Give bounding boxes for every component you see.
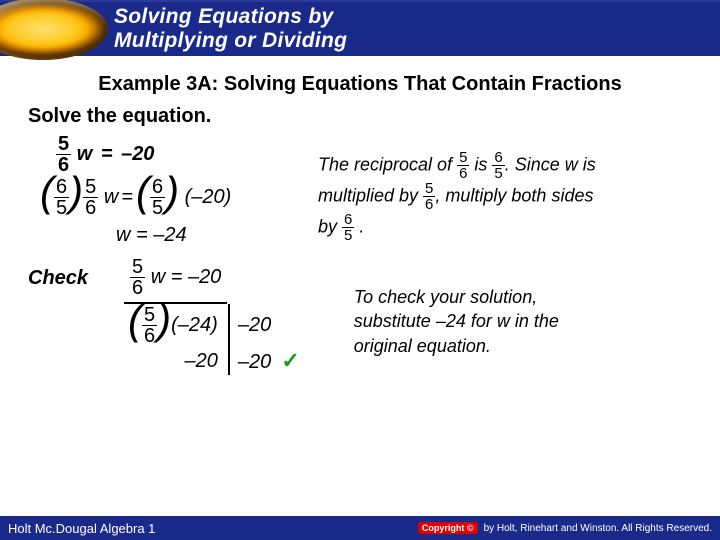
check-table: (56)(–24) –20 –20 –20 ✓: [124, 304, 310, 375]
title-line-1: Solving Equations by: [114, 5, 347, 29]
check-label: Check: [28, 257, 124, 375]
worked-row: 56 w = –20 (65)56 w=(65) (–20) w = –24 T…: [28, 132, 692, 247]
title-line-2: Multiplying or Dividing: [114, 29, 347, 53]
left-column: 56 w = –20 (65)56 w=(65) (–20) w = –24: [28, 132, 318, 247]
equation-result: w = –24: [28, 224, 318, 247]
equation-multiply: (65)56 w=(65) (–20): [28, 177, 318, 218]
instruction: Solve the equation.: [28, 105, 692, 128]
check-rhs-2: –20 ✓: [229, 347, 310, 375]
frac-num: 5: [56, 134, 71, 155]
example-heading: Example 3A: Solving Equations That Conta…: [28, 72, 692, 97]
footer-bar: Holt Mc.Dougal Algebra 1 Copyright © by …: [0, 516, 720, 540]
footer-rights: by Holt, Rinehart and Winston. All Right…: [484, 523, 712, 534]
check-explanation: To check your solution, substitute –24 f…: [310, 257, 559, 375]
logo-oval: [0, 0, 108, 60]
check-work: 56 w = –20 (56)(–24) –20 –20 –20 ✓: [124, 257, 310, 375]
content-area: Example 3A: Solving Equations That Conta…: [0, 56, 720, 375]
check-lhs-1: (56)(–24): [124, 304, 229, 347]
check-lhs-2: –20: [124, 347, 229, 375]
equals: =: [98, 143, 116, 165]
footer-right: Copyright © by Holt, Rinehart and Winsto…: [418, 522, 712, 534]
var-w: w: [77, 143, 93, 165]
page-title: Solving Equations by Multiplying or Divi…: [114, 5, 347, 52]
footer-left: Holt Mc.Dougal Algebra 1: [8, 521, 155, 536]
copyright-badge: Copyright ©: [418, 522, 478, 534]
explanation-1: The reciprocal of 56 is 65. Since w is m…: [318, 132, 692, 243]
checkmark-icon: ✓: [271, 348, 300, 373]
title-bar: Solving Equations by Multiplying or Divi…: [0, 0, 720, 56]
value-20: 20: [132, 143, 154, 165]
check-rhs-1: –20: [229, 304, 310, 347]
check-section: Check 56 w = –20 (56)(–24) –20 –20: [28, 257, 692, 375]
